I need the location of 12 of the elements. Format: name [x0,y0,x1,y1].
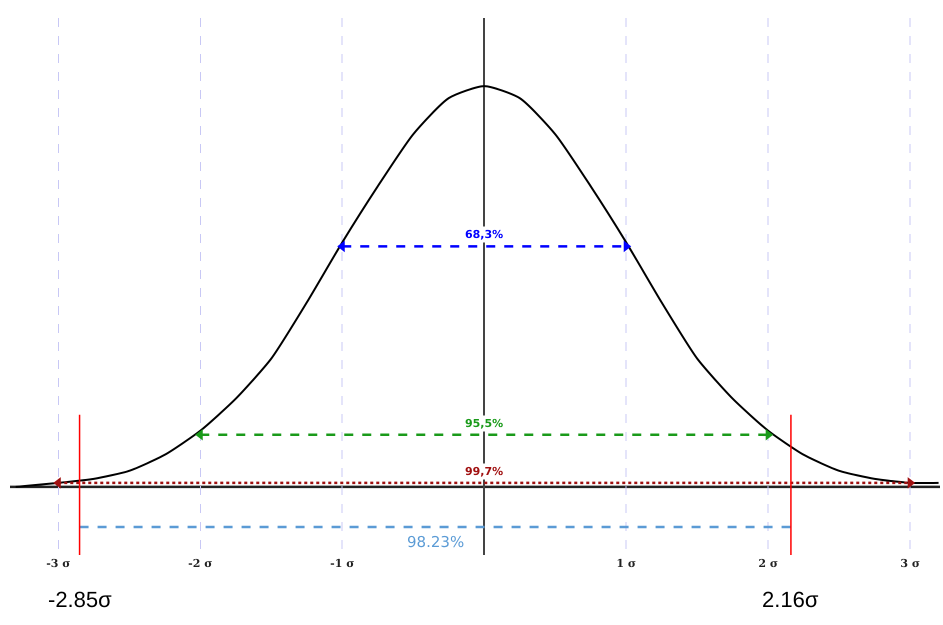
x-tick-label: 1 σ [616,557,636,570]
x-tick-label: 2 σ [758,557,778,570]
x-tick-label: -1 σ [330,557,354,570]
series-label: 99,7% [465,465,504,478]
series-label: 98.23% [407,533,464,551]
x-tick-label: -3 σ [46,557,70,570]
series-label: 68,3% [465,228,504,241]
x-tick-label: -2 σ [188,557,212,570]
series-label: 95,5% [465,417,504,430]
x-tick-label: 3 σ [900,557,920,570]
ref-line-label: 2.16σ [762,587,819,612]
ref-line-label: -2.85σ [48,587,112,612]
